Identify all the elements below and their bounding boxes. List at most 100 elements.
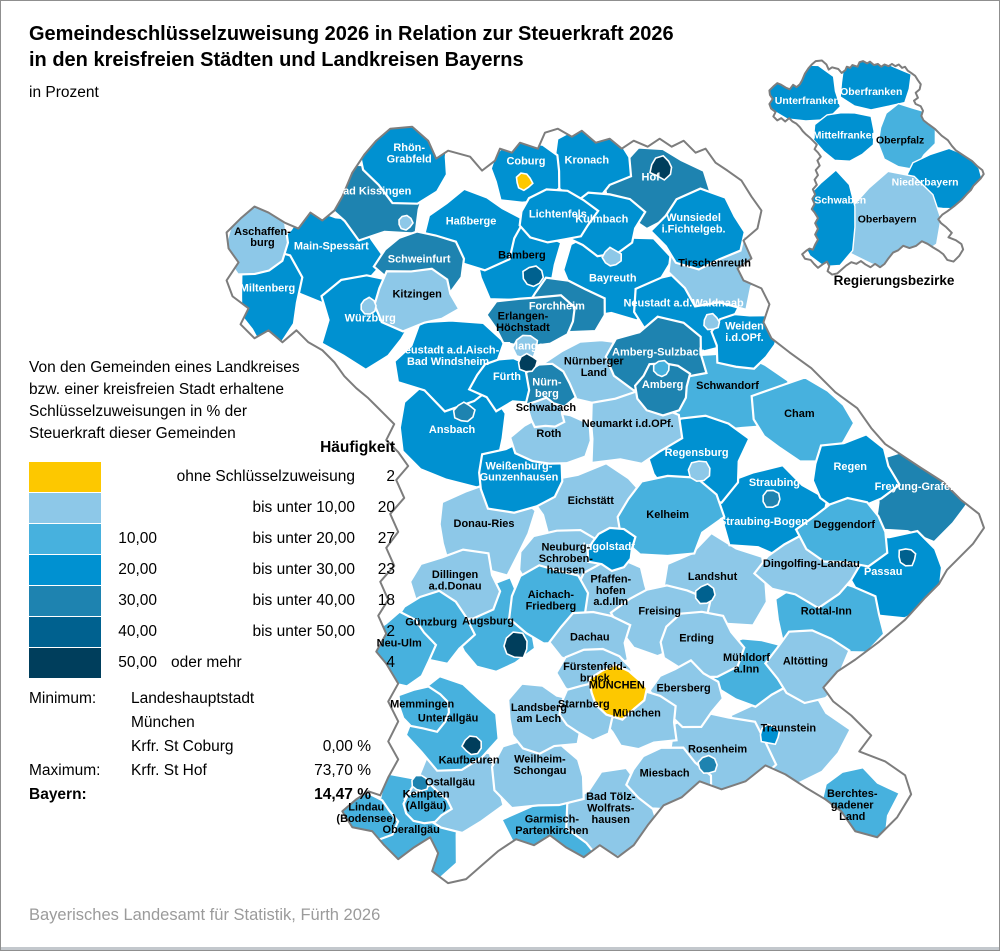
district-label: Neu-Ulm (377, 638, 422, 650)
district-label: Unterallgäu (418, 712, 478, 724)
city-enclave (762, 489, 781, 509)
district-label: Fürth (493, 371, 521, 383)
stat-value: 73,70 % (314, 762, 371, 779)
district-label: Bayreuth (589, 272, 637, 284)
legend-row: 10,00 bis unter 20,00 27 (29, 523, 395, 554)
district-label: Rosenheim (688, 743, 747, 755)
stats-block: Minimum: Landeshauptstadt München Krfr. St… (29, 687, 371, 807)
legend-count: 27 (377, 529, 395, 547)
legend-heading: Häufigkeit (320, 439, 395, 456)
district-region (397, 685, 451, 733)
legend-row: ohne Schlüsselzuweisung 2 (29, 461, 395, 492)
district-label: Amberg (642, 379, 683, 391)
legend-row: 40,00 bis unter 50,00 2 (29, 616, 395, 647)
city-enclave (687, 460, 711, 483)
stat-value: 0,00 % (322, 738, 371, 755)
stat-value (297, 687, 371, 735)
page-title: Gemeindeschlüsselzuweisung 2026 in Relat… (29, 21, 674, 73)
city-enclave (759, 723, 781, 746)
stat-label: Minimum: (29, 690, 97, 707)
district-region (587, 663, 649, 721)
legend-swatch (29, 647, 101, 678)
district-label: Berchtes-gadener Land (827, 788, 878, 823)
district-region (485, 294, 576, 348)
district-label: Starnberg (558, 699, 610, 711)
legend-count: 2 (386, 622, 395, 640)
district-label: Würzburg (345, 312, 396, 324)
stat-label: Maximum: (29, 762, 101, 779)
legend-range-start: 20,00 (118, 560, 157, 578)
district-label: Erlangen-Höchstadt (496, 311, 550, 334)
title-line-1: Gemeindeschlüsselzuweisung 2026 in Relat… (29, 23, 674, 45)
legend-range-start: 10,00 (118, 529, 157, 547)
district-label: Aschaffen-burg (234, 226, 291, 249)
district-region (398, 375, 507, 490)
district-label: Ebersberg (656, 683, 710, 695)
bezirk-region (798, 169, 856, 268)
district-label: Bad Kissingen (335, 186, 411, 198)
stat-row: Bayern: 14,47 % (29, 783, 371, 807)
district-label: Dingolfing-Landau (763, 558, 860, 570)
district-label: Landsberg am Lech (511, 702, 567, 725)
legend-row: 30,00 bis unter 40,00 18 (29, 585, 395, 616)
title-subtitle: in Prozent (29, 84, 99, 101)
inset-caption: Regierungsbezirke (833, 273, 955, 288)
district-label: Kitzingen (392, 288, 442, 300)
district-label: Kempten (Allgäu) (403, 789, 450, 812)
district-label: Schwandorf (696, 380, 759, 392)
district-label: Oberpfalz (876, 136, 924, 147)
bavaria-outline (225, 125, 985, 885)
district-label: MÜNCHEN (589, 679, 645, 692)
stat-row: Minimum: Landeshauptstadt München (29, 687, 371, 735)
title-line-2: in den kreisfreien Städten und Landkreis… (29, 49, 524, 71)
legend-swatch (29, 554, 101, 585)
district-label: Memmingen (390, 699, 454, 711)
district-label: Freising (638, 606, 681, 618)
district-label: Donau-Ries (454, 518, 515, 530)
city-enclave (360, 296, 377, 315)
district-label: Wunsiedel i.Fichtelgeb. (662, 212, 726, 235)
district-label: Weißenburg-Gunzenhausen (480, 460, 559, 483)
district-region (526, 396, 566, 429)
stat-name (131, 783, 297, 807)
city-enclave (694, 583, 716, 605)
district-label: Dachau (570, 632, 610, 644)
district-label: Unterfranken (775, 96, 840, 107)
district-label: Neustadt a.d.Aisch-Bad Windsheim (397, 345, 500, 368)
legend-count: 4 (386, 653, 395, 671)
district-label: Freyung-Grafenau (875, 481, 970, 493)
district-label: Günzburg (405, 617, 457, 629)
district-label: Forchheim (529, 300, 585, 312)
district-label: Dillingen a.d.Donau (429, 569, 482, 592)
legend-range-label: bis unter 20,00 (252, 529, 355, 547)
city-enclave (515, 172, 534, 192)
district-region (586, 526, 637, 573)
legend-swatch (29, 585, 101, 616)
district-region (508, 410, 592, 465)
legend-row: 20,00 bis unter 30,00 23 (29, 554, 395, 585)
legend-range-start: 50,00 (118, 653, 157, 671)
legend-range-label: ohne Schlüsselzuweisung (176, 467, 355, 485)
district-label: Oberfranken (840, 87, 902, 98)
legend-row: bis unter 10,00 20 (29, 492, 395, 523)
stat-name: Krfr. St Hof (131, 762, 207, 779)
district-label: Lichtenfels (529, 209, 587, 221)
legend-row: 50,00 oder mehr 4 (29, 647, 395, 678)
district-label: Eichstätt (568, 495, 615, 507)
legend-swatch (29, 492, 101, 523)
district-region (518, 188, 600, 244)
district-label: Altötting (783, 656, 828, 668)
district-label: Augsburg (462, 616, 514, 628)
district-label: Cham (784, 408, 815, 420)
district-label: Hof (642, 172, 661, 184)
city-enclave (652, 359, 670, 378)
inset-outline (768, 59, 985, 276)
district-region (750, 376, 856, 463)
district-label: Nürn-berg (532, 376, 562, 399)
district-label: Erlangen (503, 340, 550, 352)
district-label: Niederbayern (892, 178, 959, 189)
district-label: Kelheim (646, 509, 689, 521)
district-region (490, 732, 585, 810)
legend-range-label: bis unter 40,00 (252, 591, 355, 609)
city-enclave (649, 154, 673, 181)
